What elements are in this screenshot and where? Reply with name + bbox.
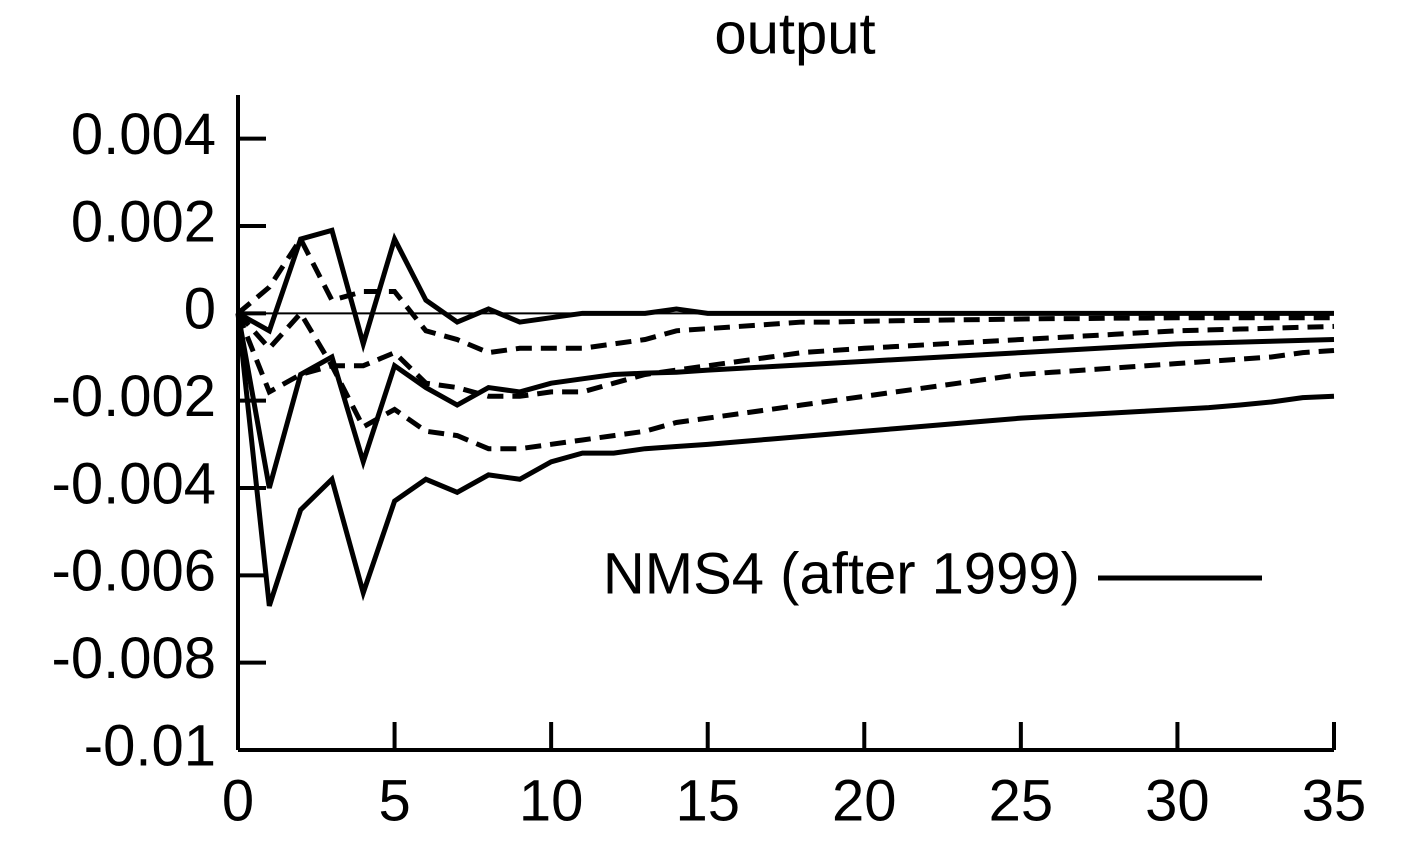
x-tick-label: 30 xyxy=(1145,768,1210,833)
series-line xyxy=(236,227,1334,353)
chart-title: output xyxy=(714,1,875,66)
x-tick-label: 10 xyxy=(519,768,584,833)
series-line xyxy=(235,313,1335,607)
x-tick-label: 25 xyxy=(989,768,1054,833)
series-line xyxy=(236,309,1335,452)
x-tick-label: 35 xyxy=(1302,768,1367,833)
y-tick-label: -0.004 xyxy=(52,451,216,516)
legend-label: NMS4 (after 1999) xyxy=(603,541,1080,606)
series-line xyxy=(235,312,1335,489)
y-tick-label: -0.008 xyxy=(52,626,216,691)
x-tick-label: 5 xyxy=(378,768,410,833)
y-tick-label: 0 xyxy=(184,277,216,342)
x-tick-label: 15 xyxy=(675,768,740,833)
y-tick-label: 0.002 xyxy=(71,189,216,254)
y-tick-label: -0.006 xyxy=(52,539,216,604)
x-tick-label: 0 xyxy=(222,768,254,833)
series-line xyxy=(235,312,1335,399)
y-tick-label: -0.01 xyxy=(84,713,216,778)
y-tick-label: -0.002 xyxy=(52,364,216,429)
y-tick-label: 0.004 xyxy=(71,102,216,167)
series-line xyxy=(236,234,1334,356)
x-tick-label: 20 xyxy=(832,768,897,833)
